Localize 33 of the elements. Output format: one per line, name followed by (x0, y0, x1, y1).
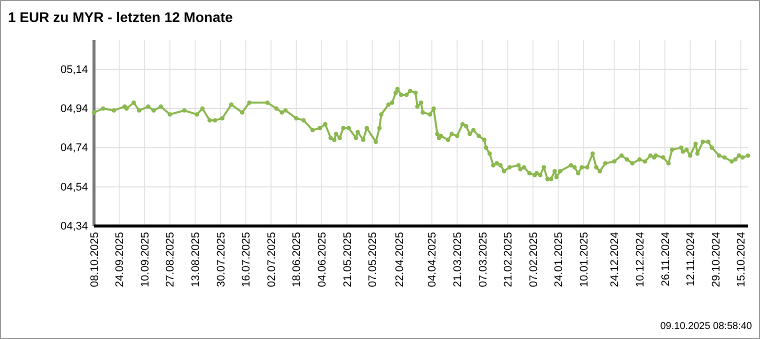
x-tick-label: 24.01.2025 (553, 232, 566, 288)
x-tick-label: 21.02.2025 (502, 232, 515, 288)
x-tick-label: 13.08.2025 (190, 232, 202, 288)
y-tick-label: 04,94 (60, 103, 88, 116)
x-tick-label: 12.11.2024 (685, 232, 698, 286)
x-tick-label: 04.06.2025 (316, 232, 328, 288)
chart-title: 1 EUR zu MYR - letzten 12 Monate (8, 9, 234, 25)
y-tick-label: 04,54 (60, 181, 88, 194)
x-tick-label: 10.12.2024 (634, 232, 646, 288)
x-tick-label: 24.12.2024 (609, 232, 622, 288)
y-tick-label: 05,14 (60, 64, 88, 76)
x-tick-label: 07.05.2025 (367, 232, 380, 288)
x-tick-label: 26.11.2024 (660, 232, 672, 286)
x-tick-label: 16.07.2025 (240, 232, 253, 288)
x-tick-label: 15.10.2024 (736, 232, 748, 288)
x-tick-label: 08.10.2025 (88, 232, 101, 288)
x-tick-label: 29.10.2024 (710, 232, 722, 288)
x-tick-label: 22.04.2025 (394, 232, 406, 288)
y-tick-label: 04,34 (60, 220, 88, 233)
x-tick-label: 27.08.2025 (164, 232, 177, 288)
x-tick-label: 30.07.2025 (215, 232, 228, 288)
x-tick-label: 21.03.2025 (452, 232, 464, 288)
x-tick-label: 04.04.2025 (426, 232, 439, 288)
y-tick-label: 04,74 (60, 142, 88, 154)
x-tick-label: 24.09.2025 (114, 232, 126, 288)
x-tick-label: 10.01.2025 (578, 232, 590, 288)
x-tick-label: 07.03.2025 (477, 232, 490, 288)
x-tick-label: 10.09.2025 (139, 232, 152, 288)
x-tick-label: 07.02.2025 (528, 232, 540, 288)
x-tick-label: 21.05.2025 (342, 232, 354, 288)
x-tick-label: 18.06.2025 (291, 232, 304, 288)
text: 09.10.2025 08:58:40 (660, 321, 752, 332)
x-tick-label: 02.07.2025 (266, 232, 278, 288)
